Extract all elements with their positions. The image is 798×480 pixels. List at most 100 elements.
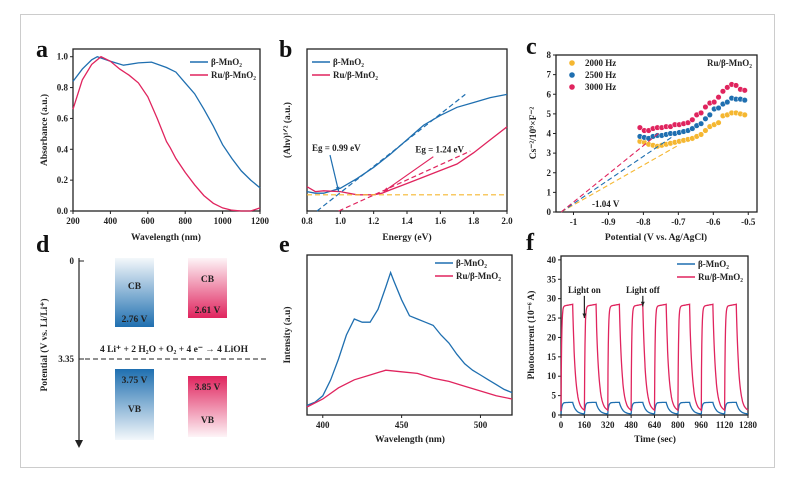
fit-line — [560, 131, 662, 213]
data-point — [636, 124, 643, 131]
axis-arrow-head — [75, 440, 83, 448]
fit-line — [560, 136, 672, 213]
x-tick-label: 960 — [695, 420, 709, 430]
panel-a-letter: a — [36, 37, 48, 63]
series-line-0 — [72, 55, 261, 189]
bandgap-annotation: Eg = 0.99 eV — [312, 143, 361, 153]
y-tick-label: 0.4 — [57, 144, 69, 154]
legend-label: 2500 Hz — [585, 70, 616, 80]
x-tick-label: 1.8 — [468, 216, 480, 226]
y-tick-label: 40 — [547, 255, 557, 265]
y-tick-label: 6 — [547, 89, 552, 99]
y-tick-label: 0.0 — [57, 206, 69, 216]
panel-a-chart: 200 400 600 800 1000 1200 0.0 0.2 0.4 0.6 0.8 1.0 Wa… — [39, 48, 270, 243]
y-tick-label: 1 — [547, 187, 552, 197]
tangent-line — [338, 150, 471, 212]
x-tick-label: -1 — [570, 217, 578, 227]
x-tick-label: -0.8 — [636, 217, 651, 227]
data-point — [715, 119, 722, 126]
vb-label: VB — [201, 416, 215, 426]
y-tick-label: 2 — [547, 168, 552, 178]
valence-band — [188, 376, 227, 437]
x-tick-label: 450 — [395, 420, 409, 430]
y-tick-label: 35 — [547, 274, 557, 284]
data-point — [706, 111, 713, 118]
panel-e-chart: 400 450 500 Wavelength (nm) Intensity (a.u) β… — [282, 254, 513, 445]
x-tick-label: 800 — [178, 216, 192, 226]
legend-label: Ru/β-MnO₂ — [333, 70, 378, 80]
vb-potential: 3.85 V — [195, 383, 221, 393]
y-tick-label: 4 — [547, 129, 552, 139]
x-tick-label: 500 — [474, 420, 488, 430]
y-tick-label: 0 — [70, 256, 75, 266]
data-point — [724, 99, 731, 106]
legend-label: 3000 Hz — [585, 82, 616, 92]
y-tick-label: 20 — [547, 332, 557, 342]
x-tick-label: 1.2 — [368, 216, 380, 226]
annotation-arrow — [329, 154, 340, 192]
series-line-1 — [306, 126, 508, 196]
x-tick-label: 1120 — [716, 420, 734, 430]
sample-label: Ru/β-MnO₂ — [707, 58, 752, 68]
x-tick-label: 600 — [141, 216, 155, 226]
x-tick-label: 400 — [104, 216, 118, 226]
x-axis-label: Wavelength (nm) — [375, 434, 445, 445]
panel-b-chart: 0.8 1.0 1.2 1.4 1.6 1.8 2.0 Energy (eV) (Ahν)¹ᐟ²… — [282, 48, 513, 243]
y-tick-label: 0 — [547, 207, 552, 217]
x-tick-label: 200 — [66, 216, 80, 226]
data-point — [741, 97, 748, 104]
y-axis-label: Potential (V vs. Li/Li⁺) — [39, 299, 50, 392]
y-tick-label: 3 — [547, 148, 552, 158]
y-tick-label: 0 — [552, 410, 557, 420]
x-tick-label: 0 — [559, 420, 564, 430]
panel-c-chart: -1 -0.9 -0.8 -0.7 -0.6 -0.5 0 1 2 3 4 5 6 7 8 Potential… — [529, 50, 758, 243]
x-tick-label: -0.7 — [671, 217, 686, 227]
conduction-band — [188, 258, 227, 318]
x-axis-label: Wavelength (nm) — [131, 232, 201, 243]
legend-label: 2000 Hz — [585, 58, 616, 68]
series-line-1 — [560, 303, 749, 412]
data-point — [689, 116, 696, 123]
vb-label: VB — [128, 405, 142, 415]
data-point — [684, 119, 692, 126]
legend-marker — [569, 72, 575, 78]
conduction-band — [115, 258, 154, 327]
cb-label: CB — [201, 275, 215, 285]
x-tick-label: 1.0 — [335, 216, 347, 226]
y-tick-label: 30 — [547, 294, 557, 304]
x-axis-label: Potential (V vs. Ag/AgCl) — [605, 232, 707, 243]
intercept-label: -1.04 V — [592, 199, 620, 209]
panel-d-letter: d — [36, 232, 50, 258]
y-tick-label: 0.2 — [57, 175, 69, 185]
plot-area — [72, 48, 261, 212]
y-axis-label: (Ahν)¹ᐟ² (a.u.) — [282, 102, 293, 158]
plot-area — [306, 254, 513, 416]
bandgap-annotation: Eg = 1.24 eV — [415, 145, 464, 155]
x-tick-label: 0.8 — [301, 216, 313, 226]
legend-label: β-MnO₂ — [333, 57, 364, 67]
y-axis-label: Intensity (a.u) — [282, 306, 293, 363]
legend-label: β-MnO₂ — [456, 258, 487, 268]
x-tick-label: 1.4 — [401, 216, 413, 226]
x-tick-label: 400 — [316, 420, 330, 430]
x-tick-label: 1280 — [739, 420, 758, 430]
arrow-head — [335, 186, 340, 192]
y-tick-label: 10 — [547, 371, 557, 381]
x-tick-label: 1000 — [214, 216, 233, 226]
data-point — [698, 109, 705, 116]
series-line-1 — [306, 369, 513, 408]
x-tick-label: 160 — [578, 420, 592, 430]
x-tick-label: 2.0 — [501, 216, 513, 226]
arrow-head — [383, 187, 389, 192]
panel-d-band-diagram: 0 3.35 Potential (V vs. Li/Li⁺) 4 Li⁺ + 2 H… — [39, 256, 268, 448]
legend-marker — [569, 84, 575, 90]
legend-label: Ru/β-MnO₂ — [698, 272, 743, 282]
x-tick-label: -0.5 — [741, 217, 756, 227]
data-point — [732, 82, 740, 89]
legend-label: Ru/β-MnO₂ — [211, 70, 256, 80]
x-tick-label: 1200 — [251, 216, 270, 226]
data-point — [719, 88, 726, 95]
y-axis-label: Photocurrent (10⁻⁶ A) — [526, 291, 537, 380]
y-tick-label: 5 — [547, 109, 552, 119]
